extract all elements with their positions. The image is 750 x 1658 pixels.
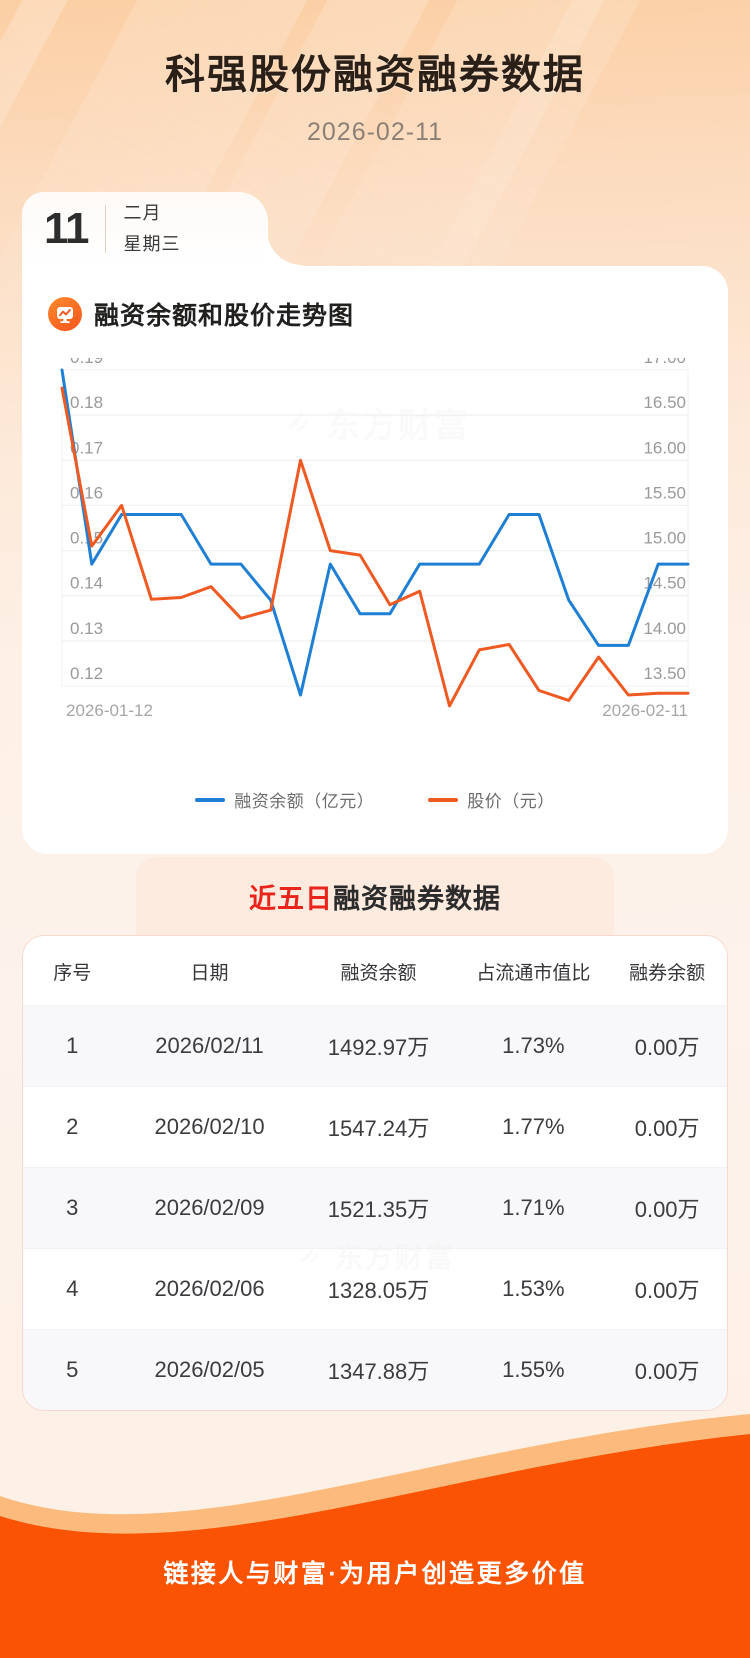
date-badge-day: 11 xyxy=(44,204,90,253)
table-cell-占流通市值比: 1.77% xyxy=(459,1086,608,1168)
table-cell-融资余额: 1492.97万 xyxy=(297,1005,460,1087)
table-banner-title: 近五日融资融券数据 xyxy=(249,877,501,916)
table-cell-日期: 2026/02/09 xyxy=(121,1167,298,1249)
chart-series-line xyxy=(60,368,690,697)
trend-chart-icon xyxy=(48,297,82,331)
table-row[interactable]: 1 2026/02/11 1492.97万 1.73% 0.00万 xyxy=(23,1005,727,1087)
y-axis-tick-right: 15.50 xyxy=(643,483,686,502)
table-column-header-1: 序号 xyxy=(53,963,92,984)
legend-item-balance[interactable]: 融资余额（亿元） xyxy=(195,787,374,812)
table-body: 1 2026/02/11 1492.97万 1.73% 0.00万 2 2026/02/10… xyxy=(23,1005,727,1410)
table-banner: 近五日融资融券数据 xyxy=(136,857,614,935)
table-cell-融券余额: 0.00万 xyxy=(607,1005,727,1087)
footer-wave-decoration xyxy=(0,1414,750,1658)
y-axis-tick-right: 13.50 xyxy=(643,664,686,683)
table-column-header-4: 占流通市值比 xyxy=(476,963,591,984)
table-cell-融券余额: 0.00万 xyxy=(607,1248,727,1330)
table-cell-序号: 5 xyxy=(23,1329,122,1410)
table-column-header-5: 融券余额 xyxy=(629,963,706,984)
chart-series-line xyxy=(60,386,690,708)
table-cell-序号: 2 xyxy=(23,1086,122,1168)
table-cell-融资余额: 1521.35万 xyxy=(297,1167,460,1249)
table-cell-序号: 4 xyxy=(23,1248,122,1330)
page-subtitle-date: 2026-02-11 xyxy=(306,118,444,146)
date-badge: 11 二月 星期三 xyxy=(22,192,302,266)
legend-swatch-balance xyxy=(195,797,226,802)
chart-plot-frame xyxy=(61,369,689,687)
table-head: 序号 日期 融资余额 占流通市值比 融券余额 xyxy=(23,936,727,1006)
table-cell-融券余额: 0.00万 xyxy=(607,1329,727,1410)
page-title: 科强股份融资融券数据 xyxy=(165,53,585,97)
legend-label-price: 股价（元） xyxy=(467,792,555,811)
chart-plot: 0.190.180.170.160.150.140.130.1217.0016.… xyxy=(60,358,690,720)
table-cell-日期: 2026/02/06 xyxy=(121,1248,298,1330)
y-axis-tick-right: 16.00 xyxy=(643,438,686,457)
y-axis-tick-left: 0.18 xyxy=(70,393,103,412)
legend-swatch-price xyxy=(428,797,459,802)
y-axis-tick-left: 0.16 xyxy=(70,483,103,502)
y-axis-tick-left: 0.19 xyxy=(70,358,103,367)
y-axis-tick-right: 14.00 xyxy=(643,619,686,638)
date-badge-divider xyxy=(104,205,106,253)
table-row[interactable]: 3 2026/02/09 1521.35万 1.71% 0.00万 xyxy=(23,1167,727,1249)
table-column-header-2: 日期 xyxy=(190,963,229,984)
chart-card-wrapper: 11 二月 星期三 融资余额和股价走势图 xyxy=(22,192,728,854)
y-axis-tick-right: 17.00 xyxy=(643,358,686,367)
table-row[interactable]: 2 2026/02/10 1547.24万 1.77% 0.00万 xyxy=(23,1086,727,1168)
table-row[interactable]: 5 2026/02/05 1347.88万 1.55% 0.00万 xyxy=(23,1329,727,1410)
table-cell-占流通市值比: 1.71% xyxy=(459,1167,608,1249)
x-axis-label-end: 2026-02-11 xyxy=(602,701,688,720)
table-cell-占流通市值比: 1.53% xyxy=(459,1248,608,1330)
table-cell-占流通市值比: 1.55% xyxy=(459,1329,608,1410)
table-cell-序号: 3 xyxy=(23,1167,122,1249)
table-cell-日期: 2026/02/11 xyxy=(121,1005,298,1087)
table-banner-highlight: 近五日 xyxy=(249,883,333,914)
table-cell-日期: 2026/02/05 xyxy=(121,1329,298,1410)
table-cell-占流通市值比: 1.73% xyxy=(459,1005,608,1087)
legend-label-balance: 融资余额（亿元） xyxy=(234,792,375,811)
y-axis-tick-right: 16.50 xyxy=(643,393,686,412)
x-axis-label-start: 2026-01-12 xyxy=(66,701,153,720)
date-badge-month: 二月 xyxy=(123,202,162,223)
y-axis-tick-left: 0.14 xyxy=(70,574,103,593)
date-badge-weekday: 星期三 xyxy=(123,234,181,254)
table-header-row: 序号 日期 融资余额 占流通市值比 融券余额 xyxy=(23,936,727,1006)
chart-title: 融资余额和股价走势图 xyxy=(94,302,355,330)
page-header: 科强股份融资融券数据 2026-02-11 xyxy=(0,0,750,190)
table-cell-序号: 1 xyxy=(23,1005,122,1087)
table-cell-融券余额: 0.00万 xyxy=(607,1167,727,1249)
table-column-header-3: 融资余额 xyxy=(340,963,417,984)
chart-card: 融资余额和股价走势图 东方财富 0.190.180.170.160.150.14… xyxy=(22,266,728,854)
margin-trading-table: 序号 日期 融资余额 占流通市值比 融券余额 1 2026/02/11 1492.97万 1.… xyxy=(23,936,727,1410)
table-cell-融资余额: 1347.88万 xyxy=(297,1329,460,1410)
y-axis-tick-right: 15.00 xyxy=(643,529,686,548)
table-cell-融券余额: 0.00万 xyxy=(607,1086,727,1168)
chart-area: 东方财富 0.190.180.170.160.150.140.130.1217.… xyxy=(22,358,728,828)
chart-header: 融资余额和股价走势图 xyxy=(22,288,728,332)
table-cell-融资余额: 1547.24万 xyxy=(297,1086,460,1168)
chart-legend: 融资余额（亿元） 股价（元） xyxy=(22,787,728,812)
table-card-wrapper: 近五日融资融券数据 东方财富 序号 日期 融资余额 占流通市值比 融券余额 1 2026/… xyxy=(22,857,728,1411)
legend-item-price[interactable]: 股价（元） xyxy=(428,787,555,812)
table-banner-rest: 融资融券数据 xyxy=(333,883,501,914)
y-axis-tick-left: 0.13 xyxy=(70,619,103,638)
page-footer: 链接人与财富·为用户创造更多价值 xyxy=(0,1408,750,1658)
y-axis-tick-left: 0.17 xyxy=(70,438,103,457)
table-cell-日期: 2026/02/10 xyxy=(121,1086,298,1168)
table-card: 东方财富 序号 日期 融资余额 占流通市值比 融券余额 1 2026/02/11 1492.… xyxy=(22,935,728,1411)
footer-slogan: 链接人与财富·为用户创造更多价值 xyxy=(163,1560,587,1588)
y-axis-tick-left: 0.12 xyxy=(70,664,103,683)
table-row[interactable]: 4 2026/02/06 1328.05万 1.53% 0.00万 xyxy=(23,1248,727,1330)
table-cell-融资余额: 1328.05万 xyxy=(297,1248,460,1330)
